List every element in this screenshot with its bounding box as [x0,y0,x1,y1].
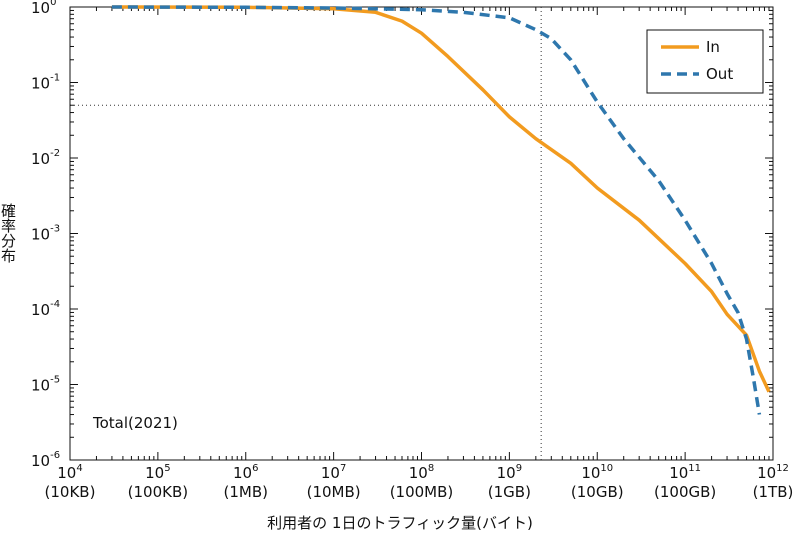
series-line-out [111,5,762,415]
y-tick-exponent: -6 [50,450,60,461]
x-tick-exponent: 6 [252,463,258,474]
x-axis-label: 利用者の 1日のトラフィック量(バイト) [267,514,533,532]
legend: In Out [646,29,764,94]
x-tick-exponent: 5 [164,463,170,474]
legend-label-in: In [706,38,720,56]
x-tick-unit: (1MB) [224,483,268,501]
x-tick-unit: (100GB) [654,483,716,501]
x-tick-label: 105 [145,463,170,482]
y-tick-exponent: -4 [50,299,60,310]
legend-box [646,29,764,94]
x-tick-unit: (10KB) [45,483,96,501]
y-tick-label: 10-2 [31,148,60,168]
x-tick-labels: 104(10KB)105(100KB)106(1MB)107(10MB)108(… [45,463,794,501]
x-tick-exponent: 8 [428,463,434,474]
y-tick-label: 10-6 [31,450,60,470]
x-tick-unit: (100MB) [390,483,454,501]
x-tick-unit: (1GB) [488,483,531,501]
chart-annotation: Total(2021) [92,414,178,432]
x-tick-label: 107 [321,463,346,482]
x-tick-label: 1011 [669,463,701,482]
y-tick-labels: 100 10-1 10-2 10-3 10-4 10-5 10-6 [31,0,60,470]
x-tick-unit: (1TB) [753,483,794,501]
x-tick-label: 109 [497,463,522,482]
y-tick-label: 10-1 [31,73,60,93]
y-tick-label: 10-4 [31,299,60,319]
x-tick-exponent: 9 [516,463,522,474]
x-tick-unit: (10GB) [571,483,624,501]
y-tick-label: 10-3 [31,224,60,244]
x-tick-exponent: 7 [340,463,346,474]
x-tick-label: 1010 [581,463,613,482]
x-tick-label: 106 [233,463,258,482]
y-axis-label: 確率分布 [0,203,17,263]
x-tick-exponent: 4 [76,463,82,474]
x-tick-label: 104 [57,463,82,482]
y-tick-exponent: -3 [50,224,60,235]
y-tick-exponent: 0 [50,0,56,8]
legend-label-out: Out [706,65,733,83]
series-layer [111,5,771,415]
x-tick-label: 108 [409,463,434,482]
series-line-in [111,5,771,393]
x-tick-unit: (100KB) [128,483,188,501]
y-tick-label: 10-5 [31,375,60,395]
y-tick-exponent: -5 [50,375,60,386]
x-tick-unit: (10MB) [307,483,361,501]
y-tick-label: 100 [31,0,56,17]
x-tick-label: 1012 [757,463,789,482]
x-tick-exponent: 10 [600,463,613,474]
y-tick-exponent: -1 [50,73,60,84]
x-tick-exponent: 12 [776,463,789,474]
y-tick-exponent: -2 [50,148,60,159]
x-tick-exponent: 11 [688,463,701,474]
